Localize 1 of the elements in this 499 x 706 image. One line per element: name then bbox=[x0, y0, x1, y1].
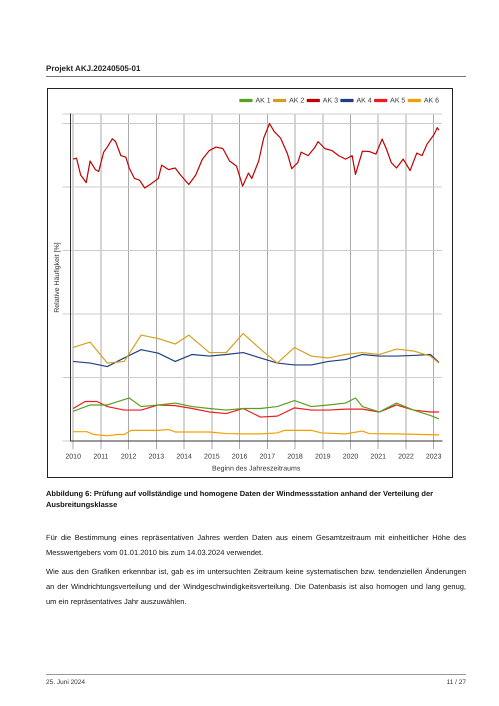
text: Projekt AKJ.20240505-01 bbox=[46, 64, 140, 73]
